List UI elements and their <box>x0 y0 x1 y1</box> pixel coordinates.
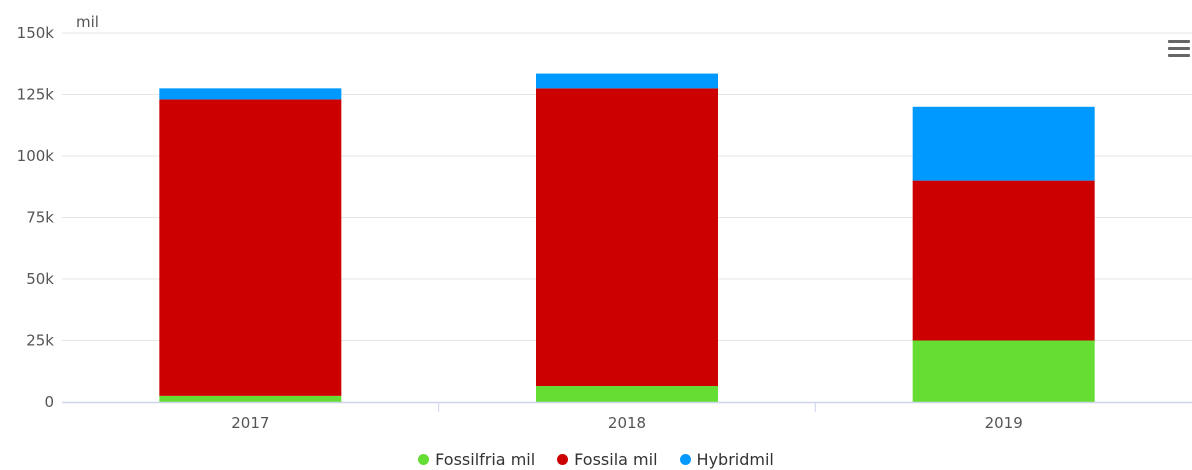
y-tick-label: 25k <box>26 332 54 350</box>
legend-dot-hybrid <box>679 453 691 465</box>
x-tick-label: 2018 <box>608 414 646 432</box>
bar-2017-fossilfria-mil[interactable] <box>159 395 342 402</box>
y-axis-ticks: 0 25k 50k 75k 100k 125k 150k <box>17 24 55 411</box>
bar-2018-fossila-mil[interactable] <box>536 88 718 387</box>
bar-2018-hybridmil[interactable] <box>536 73 718 89</box>
x-tick-label: 2019 <box>985 414 1023 432</box>
legend-label-hybrid: Hybridmil <box>696 449 774 469</box>
legend-item-fossila[interactable]: Fossila mil <box>557 449 658 469</box>
legend-label-fossila: Fossila mil <box>574 449 658 469</box>
legend-item-hybrid[interactable]: Hybridmil <box>679 449 774 469</box>
y-tick-label: 100k <box>17 147 55 165</box>
hamburger-menu-icon[interactable] <box>1168 40 1190 60</box>
bar-2018-fossilfria-mil[interactable] <box>536 386 718 402</box>
legend-dot-fossila <box>557 453 569 465</box>
legend-item-fossilfria[interactable]: Fossilfria mil <box>418 450 535 469</box>
bar-2019-fossila-mil[interactable] <box>912 180 1095 341</box>
bar-2017-hybridmil[interactable] <box>159 88 342 100</box>
bar-2019-fossilfria-mil[interactable] <box>912 340 1095 403</box>
y-tick-label: 50k <box>26 270 54 288</box>
x-axis: 2017 2018 2019 <box>62 401 1192 432</box>
legend-label-fossilfria: Fossilfria mil <box>435 449 536 469</box>
legend-dot-fossilfria <box>418 453 430 465</box>
y-tick-label: 75k <box>26 209 54 227</box>
y-tick-label: 125k <box>17 86 55 104</box>
y-tick-label: 0 <box>44 393 54 411</box>
x-tick-label: 2017 <box>231 414 269 432</box>
legend: Fossilfria mil Fossila mil Hybridmil <box>0 448 1192 470</box>
bar-2019-hybridmil[interactable] <box>912 106 1095 181</box>
y-tick-label: 150k <box>17 24 55 42</box>
y-axis-unit-label: mil <box>76 13 99 31</box>
bar-2017-fossila-mil[interactable] <box>159 99 342 396</box>
bars <box>159 73 1095 403</box>
